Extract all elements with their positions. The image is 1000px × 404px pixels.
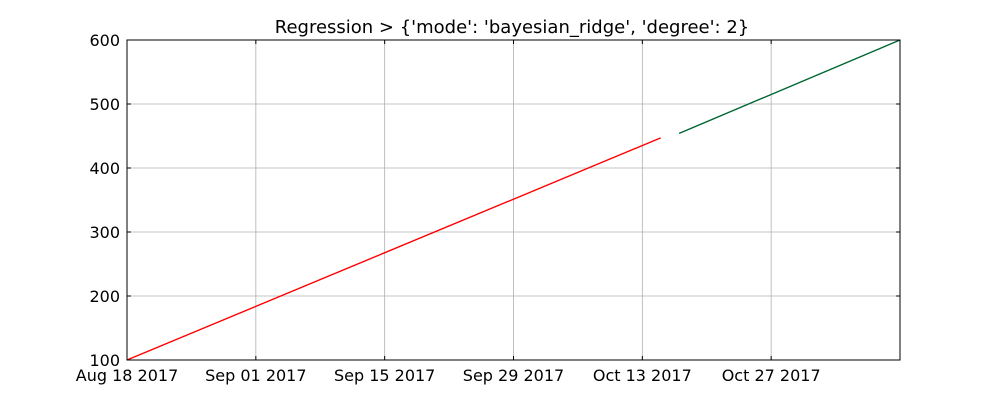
series-layer — [126, 39, 901, 361]
y-tick-label: 500 — [89, 95, 120, 114]
y-tick-label: 100 — [89, 351, 120, 370]
series-line-1 — [126, 137, 661, 361]
x-tick-label: Oct 13 2017 — [593, 366, 692, 385]
y-tick-label: 300 — [89, 223, 120, 242]
chart-title: Regression > {'mode': 'bayesian_ridge', … — [275, 17, 750, 38]
x-axis: Aug 18 2017 Sep 01 2017 Sep 15 2017 Sep 29 … — [76, 40, 821, 385]
y-tick-label: 200 — [89, 287, 120, 306]
x-tick-label: Oct 27 2017 — [722, 366, 821, 385]
x-tick-label: Sep 29 2017 — [463, 366, 564, 385]
y-axis: 100 200 300 400 500 600 — [89, 31, 900, 370]
x-tick-label: Sep 15 2017 — [334, 366, 435, 385]
y-tick-label: 400 — [89, 159, 120, 178]
x-tick-label: Sep 01 2017 — [205, 366, 306, 385]
x-tick-label: Aug 18 2017 — [76, 366, 179, 385]
series-line-2 — [678, 39, 901, 135]
y-tick-label: 600 — [89, 31, 120, 50]
